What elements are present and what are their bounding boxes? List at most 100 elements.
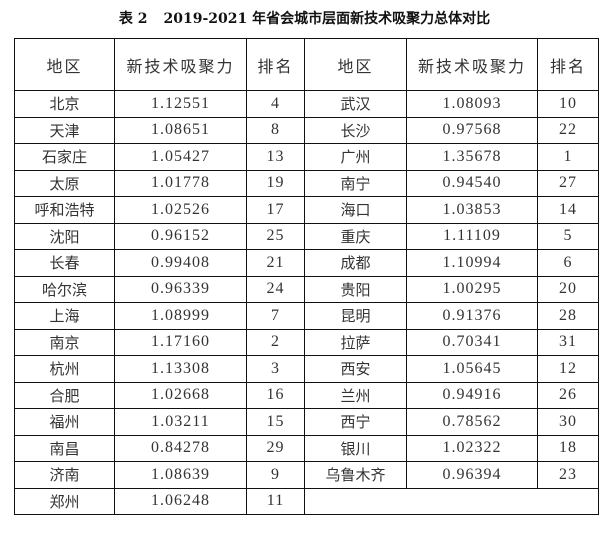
cell-attraction: 0.96339 — [114, 275, 247, 303]
cell-rank: 21 — [246, 249, 305, 277]
cell-rank: 25 — [246, 222, 305, 250]
cell-region: 南昌 — [14, 434, 115, 462]
header-rank: 排名 — [246, 38, 305, 91]
cell-rank: 15 — [246, 408, 305, 436]
cell-region: 天津 — [14, 116, 115, 144]
cell-attraction: 1.03853 — [406, 196, 538, 224]
cell-attraction: 1.13308 — [114, 355, 247, 383]
header-rank: 排名 — [537, 38, 599, 91]
cell-attraction: 0.94540 — [406, 169, 538, 197]
cell-region: 哈尔滨 — [14, 275, 115, 303]
table-row: 北京 1.12551 4 武汉 1.08093 10 — [14, 90, 599, 118]
cell-rank: 8 — [246, 116, 305, 144]
table-title: 2019-2021 年省会城市层面新技术吸聚力总体对比 — [163, 11, 491, 27]
cell-attraction: 1.02322 — [406, 434, 538, 462]
cell-region: 太原 — [14, 169, 115, 197]
table-row: 南昌 0.84278 29 银川 1.02322 18 — [14, 434, 599, 462]
cell-rank: 2 — [246, 328, 305, 356]
cell-attraction: 0.96394 — [406, 461, 538, 489]
cell-rank: 28 — [537, 302, 599, 330]
header-attraction: 新技术吸聚力 — [406, 38, 538, 91]
cell-attraction: 0.96152 — [114, 222, 247, 250]
cell-attraction: 1.02668 — [114, 381, 247, 409]
cell-region: 兰州 — [304, 381, 407, 409]
cell-region: 长春 — [14, 249, 115, 277]
cell-rank: 16 — [246, 381, 305, 409]
header-attraction: 新技术吸聚力 — [114, 38, 247, 91]
table-row: 南京 1.17160 2 拉萨 0.70341 31 — [14, 328, 599, 356]
cell-rank: 12 — [537, 355, 599, 383]
cell-attraction: 1.08999 — [114, 302, 247, 330]
table-row: 福州 1.03211 15 西宁 0.78562 30 — [14, 408, 599, 436]
cell-rank: 26 — [537, 381, 599, 409]
table-row: 哈尔滨 0.96339 24 贵阳 1.00295 20 — [14, 275, 599, 303]
table-row: 济南 1.08639 9 乌鲁木齐 0.96394 23 — [14, 461, 599, 489]
cell-region: 拉萨 — [304, 328, 407, 356]
header-region: 地区 — [304, 38, 407, 91]
cell-region: 杭州 — [14, 355, 115, 383]
cell-rank: 24 — [246, 275, 305, 303]
cell-region: 北京 — [14, 90, 115, 118]
table-row: 合肥 1.02668 16 兰州 0.94916 26 — [14, 381, 599, 409]
cell-attraction: 0.99408 — [114, 249, 247, 277]
cell-rank: 14 — [537, 196, 599, 224]
cell-rank: 18 — [537, 434, 599, 462]
cell-rank: 19 — [246, 169, 305, 197]
table-number: 表 2 — [118, 11, 148, 27]
cell-attraction: 1.08651 — [114, 116, 247, 144]
cell-region: 郑州 — [14, 487, 115, 515]
table-row: 郑州 1.06248 11 — [14, 487, 599, 515]
cell-rank: 10 — [537, 90, 599, 118]
cell-attraction: 1.08639 — [114, 461, 247, 489]
cell-rank: 3 — [246, 355, 305, 383]
cell-region: 石家庄 — [14, 143, 115, 171]
cell-rank: 9 — [246, 461, 305, 489]
cell-attraction: 0.94916 — [406, 381, 538, 409]
cell-region: 合肥 — [14, 381, 115, 409]
cell-region: 呼和浩特 — [14, 196, 115, 224]
empty-cell — [304, 487, 599, 515]
header-region: 地区 — [14, 38, 115, 91]
cell-attraction: 0.91376 — [406, 302, 538, 330]
cell-attraction: 1.05427 — [114, 143, 247, 171]
cell-attraction: 1.10994 — [406, 249, 538, 277]
cell-attraction: 1.11109 — [406, 222, 538, 250]
cell-region: 贵阳 — [304, 275, 407, 303]
cell-region: 西宁 — [304, 408, 407, 436]
table-row: 呼和浩特 1.02526 17 海口 1.03853 14 — [14, 196, 599, 224]
table-row: 太原 1.01778 19 南宁 0.94540 27 — [14, 169, 599, 197]
cell-region: 南宁 — [304, 169, 407, 197]
cell-rank: 6 — [537, 249, 599, 277]
cell-attraction: 1.05645 — [406, 355, 538, 383]
cell-rank: 30 — [537, 408, 599, 436]
cell-attraction: 1.08093 — [406, 90, 538, 118]
cell-attraction: 1.35678 — [406, 143, 538, 171]
cell-rank: 29 — [246, 434, 305, 462]
cell-attraction: 0.70341 — [406, 328, 538, 356]
cell-region: 海口 — [304, 196, 407, 224]
cell-attraction: 1.01778 — [114, 169, 247, 197]
cell-rank: 22 — [537, 116, 599, 144]
cell-rank: 13 — [246, 143, 305, 171]
table-row: 石家庄 1.05427 13 广州 1.35678 1 — [14, 143, 599, 171]
cell-attraction: 1.17160 — [114, 328, 247, 356]
cell-rank: 4 — [246, 90, 305, 118]
cell-region: 重庆 — [304, 222, 407, 250]
cell-region: 南京 — [14, 328, 115, 356]
table-row: 上海 1.08999 7 昆明 0.91376 28 — [14, 302, 599, 330]
table-row: 沈阳 0.96152 25 重庆 1.11109 5 — [14, 222, 599, 250]
cell-attraction: 0.97568 — [406, 116, 538, 144]
cell-rank: 5 — [537, 222, 599, 250]
cell-rank: 1 — [537, 143, 599, 171]
cell-region: 济南 — [14, 461, 115, 489]
cell-region: 西安 — [304, 355, 407, 383]
cell-region: 沈阳 — [14, 222, 115, 250]
table-caption: 表 2 2019-2021 年省会城市层面新技术吸聚力总体对比 — [0, 8, 609, 28]
cell-region: 昆明 — [304, 302, 407, 330]
cell-attraction: 1.03211 — [114, 408, 247, 436]
table-row: 杭州 1.13308 3 西安 1.05645 12 — [14, 355, 599, 383]
table-row: 长春 0.99408 21 成都 1.10994 6 — [14, 249, 599, 277]
cell-rank: 23 — [537, 461, 599, 489]
cell-rank: 27 — [537, 169, 599, 197]
comparison-table: 地区 新技术吸聚力 排名 地区 新技术吸聚力 排名 北京 1.12551 4 武汉 1.08093… — [14, 38, 599, 515]
